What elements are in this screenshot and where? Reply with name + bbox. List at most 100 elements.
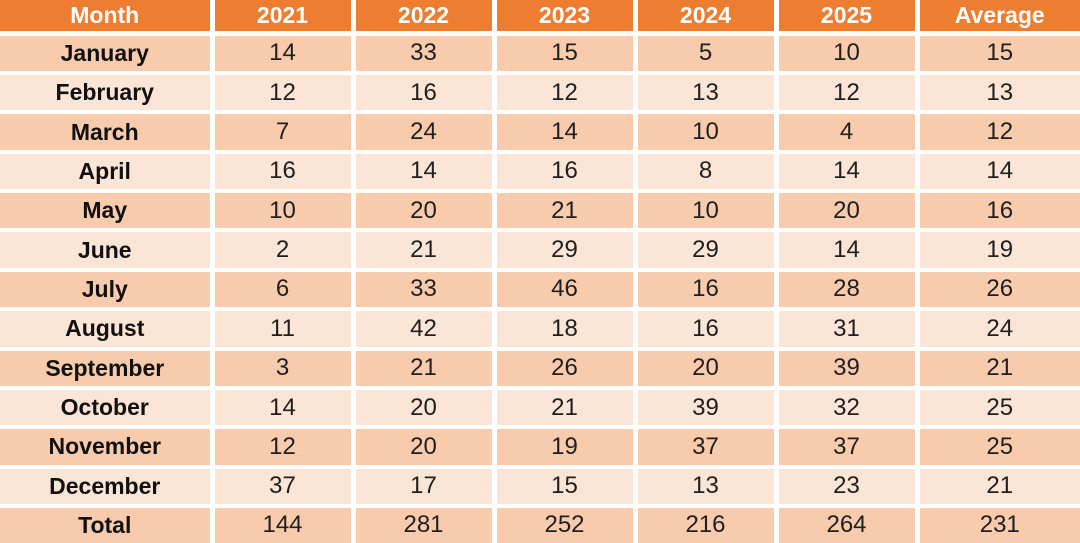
value-cell: 16: [632, 267, 779, 312]
value-cell: 3: [209, 346, 356, 390]
value-cell: 10: [632, 189, 779, 233]
value-cell: 20: [350, 425, 497, 469]
value-cell: 8: [632, 149, 779, 194]
value-cell: 24: [914, 307, 1080, 351]
value-cell: 16: [209, 149, 356, 194]
value-cell: 13: [632, 70, 779, 115]
value-cell: 37: [773, 425, 920, 469]
value-cell: 15: [491, 464, 638, 508]
table-row: November 12 20 19 37 37 25: [0, 425, 1080, 469]
value-cell: 14: [350, 149, 497, 194]
table-row: December 37 17 15 13 23 21: [0, 464, 1080, 508]
value-cell: 17: [350, 464, 497, 508]
value-cell: 13: [632, 464, 779, 508]
month-cell: November: [0, 425, 215, 469]
value-cell: 14: [209, 31, 356, 75]
month-cell: June: [0, 228, 215, 272]
value-cell: 14: [209, 385, 356, 430]
column-header: Average: [914, 0, 1080, 36]
month-cell: January: [0, 31, 215, 75]
value-cell: 14: [773, 228, 920, 272]
value-cell: 37: [209, 464, 356, 508]
value-cell: 10: [632, 110, 779, 154]
value-cell: 16: [491, 149, 638, 194]
value-cell: 26: [491, 346, 638, 390]
value-cell: 14: [773, 149, 920, 194]
total-row: Total 144 281 252 216 264 231: [0, 503, 1080, 543]
month-cell: March: [0, 110, 215, 154]
column-header: 2023: [491, 0, 638, 36]
table-row: May 10 20 21 10 20 16: [0, 189, 1080, 233]
value-cell: 16: [632, 307, 779, 351]
value-cell: 18: [491, 307, 638, 351]
value-cell: 7: [209, 110, 356, 154]
value-cell: 33: [350, 31, 497, 75]
total-value-cell: 216: [632, 503, 779, 543]
value-cell: 11: [209, 307, 356, 351]
value-cell: 21: [491, 385, 638, 430]
value-cell: 31: [773, 307, 920, 351]
table-row: July 6 33 46 16 28 26: [0, 267, 1080, 312]
value-cell: 19: [914, 228, 1080, 272]
total-value-cell: 231: [914, 503, 1080, 543]
header-row: Month 2021 2022 2023 2024 2025 Average: [0, 0, 1080, 36]
value-cell: 21: [350, 228, 497, 272]
value-cell: 24: [350, 110, 497, 154]
value-cell: 12: [209, 70, 356, 115]
total-value-cell: 252: [491, 503, 638, 543]
value-cell: 39: [632, 385, 779, 430]
value-cell: 12: [209, 425, 356, 469]
value-cell: 6: [209, 267, 356, 312]
value-cell: 15: [914, 31, 1080, 75]
table-row: October 14 20 21 39 32 25: [0, 385, 1080, 430]
value-cell: 26: [914, 267, 1080, 312]
month-cell: September: [0, 346, 215, 390]
value-cell: 19: [491, 425, 638, 469]
column-header: 2021: [209, 0, 356, 36]
value-cell: 12: [773, 70, 920, 115]
value-cell: 20: [350, 385, 497, 430]
value-cell: 20: [632, 346, 779, 390]
table-row: March 7 24 14 10 4 12: [0, 110, 1080, 154]
month-cell: July: [0, 267, 215, 312]
value-cell: 21: [914, 464, 1080, 508]
value-cell: 2: [209, 228, 356, 272]
value-cell: 16: [914, 189, 1080, 233]
value-cell: 39: [773, 346, 920, 390]
total-value-cell: 144: [209, 503, 356, 543]
table-row: August 11 42 18 16 31 24: [0, 307, 1080, 351]
table-row: April 16 14 16 8 14 14: [0, 149, 1080, 194]
value-cell: 46: [491, 267, 638, 312]
table-body: January 14 33 15 5 10 15 February 12 16 12 13 12 13 Ma…: [0, 31, 1080, 543]
value-cell: 21: [350, 346, 497, 390]
month-cell: August: [0, 307, 215, 351]
table-row: September 3 21 26 20 39 21: [0, 346, 1080, 390]
table-row: June 2 21 29 29 14 19: [0, 228, 1080, 272]
month-cell: December: [0, 464, 215, 508]
value-cell: 42: [350, 307, 497, 351]
value-cell: 14: [491, 110, 638, 154]
month-cell: February: [0, 70, 215, 115]
value-cell: 25: [914, 385, 1080, 430]
value-cell: 12: [491, 70, 638, 115]
total-value-cell: 264: [773, 503, 920, 543]
value-cell: 10: [209, 189, 356, 233]
value-cell: 29: [491, 228, 638, 272]
month-cell: April: [0, 149, 215, 194]
total-value-cell: 281: [350, 503, 497, 543]
table-row: February 12 16 12 13 12 13: [0, 70, 1080, 115]
value-cell: 15: [491, 31, 638, 75]
column-header: 2025: [773, 0, 920, 36]
value-cell: 14: [914, 149, 1080, 194]
table-row: January 14 33 15 5 10 15: [0, 31, 1080, 75]
value-cell: 33: [350, 267, 497, 312]
column-header-month: Month: [0, 0, 215, 36]
value-cell: 21: [491, 189, 638, 233]
value-cell: 10: [773, 31, 920, 75]
value-cell: 13: [914, 70, 1080, 115]
value-cell: 5: [632, 31, 779, 75]
month-cell: October: [0, 385, 215, 430]
column-header: 2024: [632, 0, 779, 36]
